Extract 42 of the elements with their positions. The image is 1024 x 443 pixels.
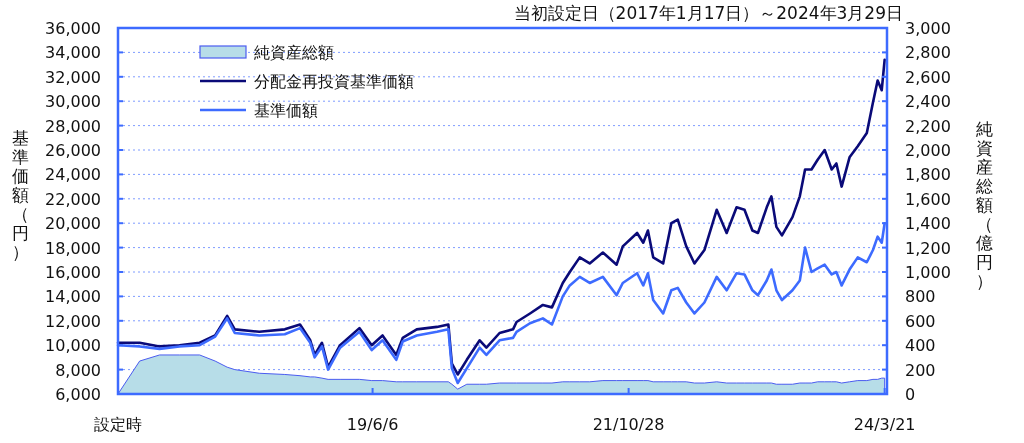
legend-label: 基準価額	[254, 101, 318, 120]
y2-tick-label: 1,200	[905, 238, 951, 258]
y2-tick-label: 3,000	[905, 19, 951, 38]
y2-tick-label: 2,200	[905, 116, 951, 136]
y-tick-label: 12,000	[45, 311, 101, 331]
y2-tick-label: 1,400	[905, 214, 951, 234]
y-tick-label: 8,000	[55, 360, 101, 380]
y-tick-label: 36,000	[45, 19, 101, 38]
x-tick-label: 24/3/21	[853, 415, 916, 434]
y2-tick-label: 800	[905, 287, 936, 307]
y2-tick-label: 2,000	[905, 141, 951, 160]
y2-tick-label: 2,800	[905, 43, 951, 63]
y2-tick-label: 2,600	[905, 67, 951, 87]
y2-tick-label: 200	[905, 360, 936, 380]
y2-tick-label: 600	[905, 311, 936, 331]
y2-tick-label: 0	[905, 385, 916, 404]
y2-tick-label: 2,400	[905, 92, 951, 112]
y-tick-label: 30,000	[45, 92, 101, 112]
y2-tick-label: 1,800	[905, 165, 951, 185]
chart-title: 当初設定日（2017年1月17日）～2024年3月29日	[513, 3, 903, 23]
y-tick-label: 28,000	[45, 116, 101, 136]
x-tick-label: 21/10/28	[592, 415, 665, 434]
y-tick-label: 26,000	[45, 141, 101, 160]
x-tick-label: 19/6/6	[346, 415, 399, 434]
y-tick-label: 16,000	[45, 263, 101, 282]
y-tick-label: 20,000	[45, 214, 101, 234]
y2-tick-label: 400	[905, 336, 936, 356]
y-tick-label: 34,000	[45, 43, 101, 63]
y-tick-label: 6,000	[55, 385, 101, 404]
y-tick-label: 18,000	[45, 238, 101, 258]
y-axis-title: 基準価額（円）	[11, 128, 29, 262]
y-tick-label: 14,000	[45, 287, 101, 307]
x-tick-label: 設定時	[94, 415, 142, 434]
y2-tick-label: 1,600	[905, 189, 951, 209]
y2-tick-label: 1,000	[905, 263, 951, 282]
y-tick-label: 32,000	[45, 67, 101, 87]
legend-label: 純資産総額	[254, 43, 334, 62]
y-tick-label: 22,000	[45, 189, 101, 209]
text: 純資産総額（億円）	[975, 119, 993, 291]
y-tick-label: 24,000	[45, 165, 101, 185]
y-tick-label: 10,000	[45, 336, 101, 356]
legend-label: 分配金再投資基準価額	[254, 72, 414, 91]
